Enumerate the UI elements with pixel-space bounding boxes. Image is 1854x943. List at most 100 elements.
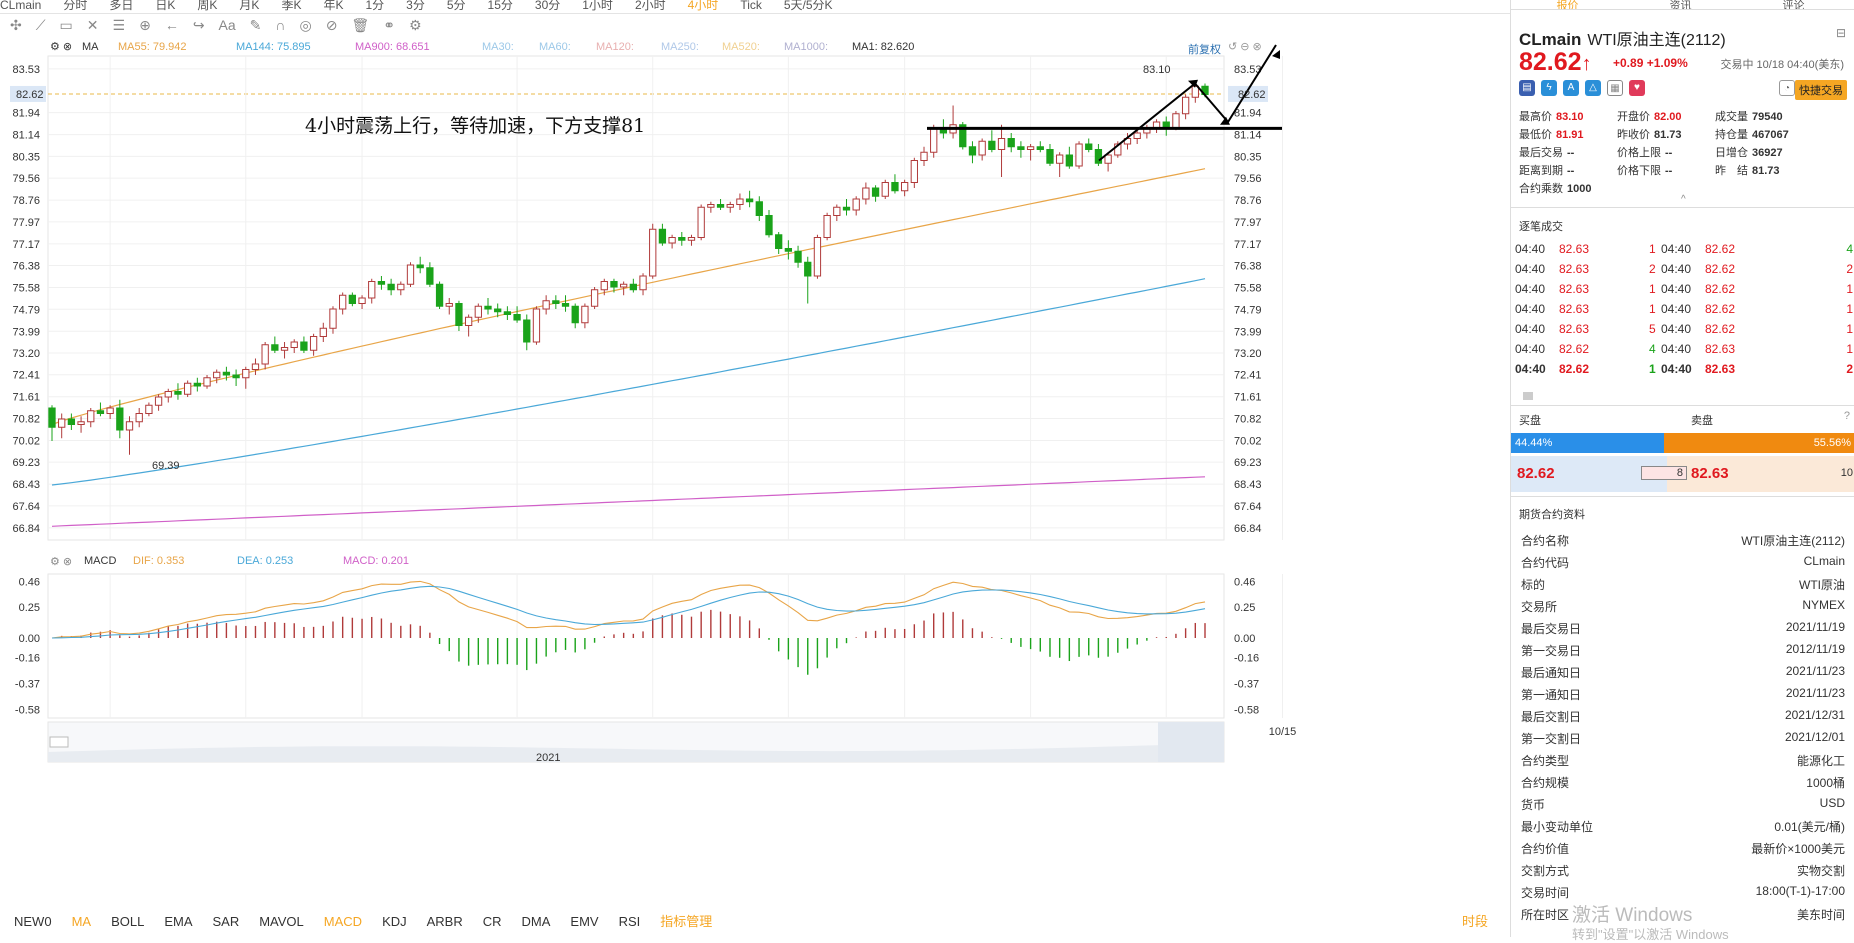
indicator-tab-5[interactable]: MAVOL (259, 914, 304, 929)
indicator-tab-4[interactable]: SAR (212, 914, 240, 929)
ma-settings-icon[interactable]: ⚙ ⊗ (50, 41, 73, 53)
low-label: 69.39 (152, 460, 180, 472)
text-tool-icon[interactable]: Aa (218, 17, 236, 33)
period-tab-12[interactable]: 30分 (534, 0, 561, 12)
candle (784, 240, 793, 260)
trade-cell: 82.62 (1559, 362, 1590, 376)
indicator-tab-6[interactable]: MACD (323, 914, 363, 929)
period-tab-1[interactable]: 分时 (63, 0, 88, 12)
arrow-tool-icon[interactable]: ← (164, 17, 179, 33)
fuquan-button[interactable]: 前复权 (1188, 44, 1221, 56)
quote-cell: 昨 结 81.73 (1715, 162, 1780, 178)
a-icon[interactable]: A (1563, 80, 1579, 96)
brush-icon[interactable]: ✎ (249, 17, 262, 33)
period-tab-10[interactable]: 5分 (446, 0, 466, 12)
main-chart[interactable]: 83.53 83.53 82.62 82.62 81.94 81.94 81.14 81.14… (0, 0, 1510, 800)
settings-icon[interactable]: ⚙ (408, 17, 422, 33)
indicator-tab-1[interactable]: MA (71, 914, 92, 929)
quote-tab-2[interactable]: 评论 (1782, 0, 1805, 10)
watermark: 激活 Windows (1572, 905, 1693, 926)
period-tab-11[interactable]: 15分 (487, 0, 513, 12)
panel-toggle-icon[interactable]: ⊟ (1835, 26, 1846, 40)
collapse-icon[interactable]: ^ (1681, 194, 1686, 205)
indicator-tab-12[interactable]: RSI (618, 914, 641, 929)
clear-icon[interactable]: ⊘ (325, 17, 338, 33)
symbol-code: CLmain (1519, 30, 1582, 49)
ma-label[interactable]: MA (82, 41, 99, 53)
period-tab-7[interactable]: 年K (323, 0, 344, 12)
hide-icon[interactable]: ◎ (299, 17, 312, 33)
redo-icon[interactable]: ↪ (192, 17, 205, 33)
spec-row: 货币 USD (1521, 796, 1845, 818)
rect-tool-icon[interactable]: ▭ (59, 17, 73, 33)
doc-icon[interactable]: ▦ (1607, 80, 1623, 96)
indicator-tab-3[interactable]: EMA (164, 914, 193, 929)
candle (1152, 119, 1161, 133)
candle (67, 413, 76, 430)
period-tab-0[interactable]: CLmain (0, 0, 42, 12)
candle (426, 262, 434, 287)
period-tab-15[interactable]: 4小时 (687, 0, 719, 12)
period-range-button[interactable]: 时段 (1462, 914, 1489, 929)
quick-trade-button[interactable]: 快捷交易 (1795, 80, 1847, 100)
macd-settings-icon[interactable]: ⚙ ⊗ (50, 556, 73, 568)
candle (978, 138, 986, 161)
ask-volume: 10 (1840, 467, 1853, 479)
period-tab-6[interactable]: 季K (281, 0, 302, 12)
bell-icon[interactable]: ◔ (1779, 80, 1795, 96)
help-icon[interactable]: ? (1843, 410, 1850, 422)
navigator-handle[interactable] (1158, 722, 1224, 762)
candle (736, 193, 744, 210)
lightning-icon[interactable]: ϟ (1541, 80, 1557, 96)
scroll-handle[interactable] (1523, 392, 1533, 400)
indicator-tab-10[interactable]: DMA (521, 914, 551, 929)
line-tool-icon[interactable]: ⟋ (35, 17, 46, 33)
quote-value: -- (1567, 147, 1575, 159)
period-tab-3[interactable]: 日K (155, 0, 176, 12)
y-tick-left: 66.84 (12, 523, 40, 535)
spec-row: 交易时间 18:00(T-1)-17:00 (1521, 884, 1845, 906)
period-tab-9[interactable]: 3分 (406, 0, 425, 12)
high-label: 83.10 (1143, 64, 1171, 76)
channel-tool-icon[interactable]: ☰ (112, 17, 126, 33)
navigator-menu-icon[interactable] (49, 736, 69, 748)
trade-cell: 82.62 (1705, 302, 1736, 316)
magnet-icon[interactable]: ∩ (275, 17, 286, 33)
candle (910, 157, 918, 188)
measure-tool-icon[interactable]: ⊕ (139, 17, 151, 33)
trash-icon[interactable]: 🗑 (351, 17, 370, 33)
period-tab-14[interactable]: 2小时 (634, 0, 666, 12)
indicator-tab-11[interactable]: EMV (570, 914, 599, 929)
crosshair-icon[interactable]: ✣ (10, 17, 22, 33)
period-tab-17[interactable]: 5天/5分K (783, 0, 833, 12)
indicator-tab-9[interactable]: CR (482, 914, 502, 929)
candle (1026, 144, 1035, 161)
period-tab-4[interactable]: 周K (197, 0, 218, 12)
candle (271, 336, 279, 353)
indicator-tab-7[interactable]: KDJ (382, 914, 407, 929)
period-tab-8[interactable]: 1分 (365, 0, 385, 12)
fib-tool-icon[interactable]: ✕ (86, 17, 99, 33)
window-controls-icon[interactable]: ↺ ⊖ ⊗ (1228, 41, 1262, 53)
macd-label[interactable]: MACD (84, 555, 117, 567)
chart-icon[interactable]: △ (1585, 80, 1601, 96)
link-icon[interactable]: ⚭ (383, 17, 395, 33)
candle (862, 182, 870, 205)
candle (154, 394, 163, 411)
price-tag-right (1228, 85, 1268, 102)
indicator-tab-2[interactable]: BOLL (111, 914, 145, 929)
quote-tab-0[interactable]: 报价 (1556, 0, 1579, 10)
ma1000-value: MA1000: (784, 41, 829, 53)
indicator-tab-13[interactable]: 指标管理 (660, 914, 713, 929)
period-tab-2[interactable]: 多日 (109, 0, 134, 12)
quote-tab-1[interactable]: 资讯 (1669, 0, 1692, 10)
indicator-tab-0[interactable]: NEW0 (14, 914, 52, 929)
indicator-tab-8[interactable]: ARBR (426, 914, 463, 929)
heart-icon[interactable]: ♥ (1629, 80, 1645, 96)
period-tab-13[interactable]: 1小时 (582, 0, 613, 12)
candle (503, 306, 512, 320)
quote-row: 最低价 81.91 昨收价 81.73 持仓量 467067 (1519, 126, 1853, 144)
period-tab-5[interactable]: 月K (239, 0, 260, 12)
sell-bar: 55.56% (1663, 433, 1854, 453)
period-tab-16[interactable]: Tick (740, 0, 762, 12)
